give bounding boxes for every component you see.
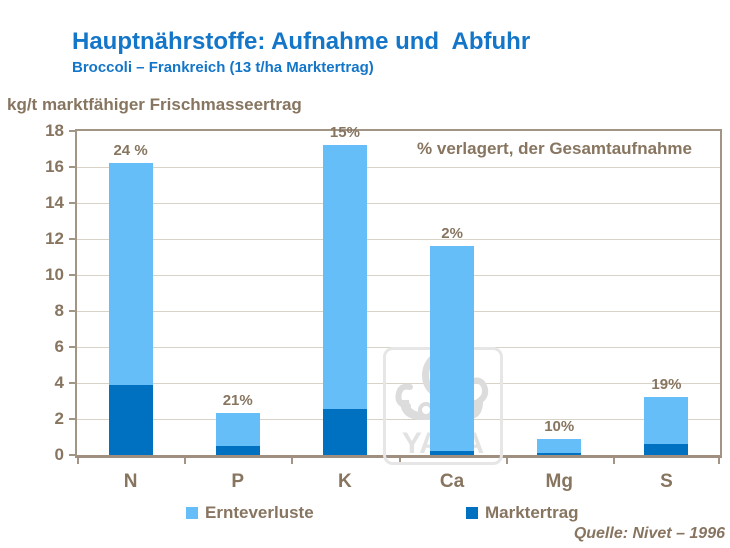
- bar-segment-ernteverluste: [215, 412, 260, 446]
- x-axis-tick: [505, 458, 508, 464]
- bar-segment-ernteverluste: [537, 438, 582, 454]
- gridline: [77, 311, 720, 312]
- y-axis-tick: [69, 238, 75, 240]
- x-axis-category-label: Mg: [545, 471, 573, 492]
- x-axis-tick: [612, 458, 615, 464]
- x-axis-tick: [291, 458, 294, 464]
- legend-label: Ernteverluste: [205, 503, 314, 522]
- x-axis-category-label: S: [660, 471, 673, 492]
- percent-label: 10%: [544, 417, 575, 435]
- y-axis-tick-label: 8: [54, 301, 64, 320]
- chart-annotation: % verlagert, der Gesamtaufnahme: [417, 139, 692, 158]
- gridline: [77, 383, 720, 384]
- bar-segment-ernteverluste: [644, 397, 689, 445]
- page-title: Hauptnährstoffe: Aufnahme und Abfuhr: [72, 28, 531, 55]
- ernteverluste-swatch-icon: [186, 507, 198, 519]
- legend-label: Marktertrag: [485, 503, 579, 522]
- y-axis-tick-label: 14: [45, 193, 64, 212]
- chart-legend: Ernteverluste Marktertrag: [0, 503, 730, 525]
- y-axis-tick: [69, 382, 75, 384]
- marktertrag-swatch-icon: [466, 507, 478, 519]
- x-axis-category-label: Ca: [439, 471, 465, 492]
- bar-segment-marktertrag: [322, 409, 367, 455]
- page-subtitle: Broccoli – Frankreich (13 t/ha Marktertr…: [72, 59, 374, 76]
- percent-label: 24 %: [113, 142, 148, 160]
- y-axis-tick-label: 6: [54, 337, 64, 356]
- y-axis-tick: [69, 310, 75, 312]
- y-axis-tick-label: 4: [54, 373, 64, 392]
- legend-item-marktertrag: Marktertrag: [466, 503, 579, 523]
- x-axis-tick: [398, 458, 401, 464]
- bar-segment-marktertrag: [108, 384, 153, 455]
- x-axis-tick: [77, 458, 79, 464]
- y-axis-tick: [69, 202, 75, 204]
- x-axis-category-label: P: [231, 471, 245, 492]
- percent-label: 21%: [222, 391, 253, 409]
- source-credit: Quelle: Nivet – 1996: [573, 525, 725, 542]
- bar-segment-marktertrag: [537, 453, 582, 455]
- y-axis-tick: [69, 346, 75, 348]
- y-axis-title: kg/t marktfähiger Frischmasseertrag: [7, 95, 302, 114]
- y-axis-tick: [69, 274, 75, 276]
- bar-segment-ernteverluste: [108, 163, 153, 385]
- y-axis-tick: [69, 166, 75, 168]
- bar-segment-ernteverluste: [322, 144, 367, 410]
- y-axis-tick-label: 2: [54, 409, 64, 428]
- x-axis-tick: [718, 458, 720, 464]
- bar-segment-marktertrag: [215, 446, 260, 455]
- bar-segment-marktertrag: [644, 444, 689, 455]
- y-axis-tick-label: 18: [45, 121, 64, 140]
- y-axis-tick: [69, 130, 75, 132]
- gridline: [77, 419, 720, 420]
- gridline: [77, 203, 720, 204]
- gridline: [77, 275, 720, 276]
- x-axis-tick: [184, 458, 187, 464]
- legend-item-ernteverluste: Ernteverluste: [186, 503, 314, 523]
- bar-segment-ernteverluste: [430, 246, 475, 451]
- percent-label: 15%: [329, 123, 360, 141]
- percent-label: 2%: [441, 225, 463, 243]
- y-axis-tick-label: 16: [45, 157, 64, 176]
- gridline: [77, 239, 720, 240]
- bar-segment-marktertrag: [430, 450, 475, 455]
- gridline: [77, 167, 720, 168]
- y-axis-tick: [69, 418, 75, 420]
- y-axis-labels: 0 2 4 6 8 10 12 14 16 18: [0, 121, 64, 464]
- y-axis-tick-label: 12: [45, 229, 64, 248]
- y-axis-tick-label: 10: [45, 265, 64, 284]
- y-axis-tick-label: 0: [54, 445, 64, 464]
- x-axis-category-label: K: [338, 471, 352, 492]
- percent-label: 19%: [651, 376, 682, 394]
- x-axis-category-label: N: [123, 471, 138, 492]
- y-axis-tick: [69, 454, 75, 456]
